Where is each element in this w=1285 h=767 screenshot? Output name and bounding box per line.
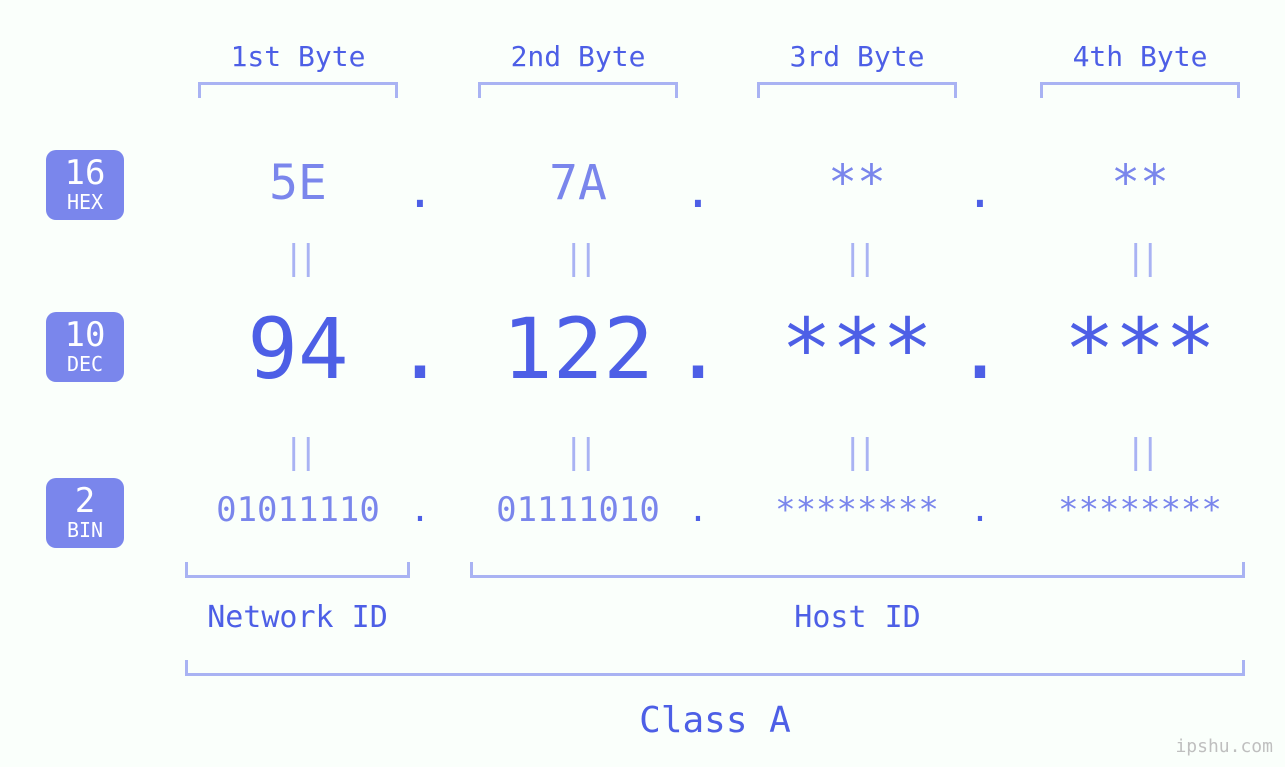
byte-label-3: 3rd Byte <box>757 40 957 73</box>
bin-dot-1: . <box>405 490 435 530</box>
base-badge-bin-label: BIN <box>46 520 124 540</box>
base-badge-hex: 16HEX <box>46 150 124 220</box>
dec-dot-1: . <box>390 300 450 398</box>
hex-value-1: 5E <box>198 155 398 211</box>
class-label: Class A <box>185 700 1245 741</box>
host-id-bracket <box>470 562 1245 578</box>
byte-bracket-top-1 <box>198 82 398 98</box>
hex-dot-3: . <box>960 163 1000 219</box>
eq-dec-bin-1: || <box>268 432 328 472</box>
hex-value-2: 7A <box>478 155 678 211</box>
hex-dot-2: . <box>678 163 718 219</box>
dec-value-3: *** <box>727 300 987 398</box>
host-id-label: Host ID <box>470 600 1245 635</box>
bin-dot-3: . <box>965 490 995 530</box>
bin-value-4: ******** <box>1020 490 1260 530</box>
eq-hex-dec-2: || <box>548 238 608 278</box>
base-badge-dec-num: 10 <box>46 318 124 352</box>
base-badge-dec: 10DEC <box>46 312 124 382</box>
network-id-label: Network ID <box>185 600 410 635</box>
eq-dec-bin-2: || <box>548 432 608 472</box>
bin-dot-2: . <box>683 490 713 530</box>
eq-hex-dec-1: || <box>268 238 328 278</box>
base-badge-dec-label: DEC <box>46 354 124 374</box>
eq-hex-dec-4: || <box>1110 238 1170 278</box>
hex-value-4: ** <box>1040 155 1240 211</box>
eq-hex-dec-3: || <box>827 238 887 278</box>
byte-bracket-top-2 <box>478 82 678 98</box>
byte-bracket-top-4 <box>1040 82 1240 98</box>
hex-value-3: ** <box>757 155 957 211</box>
byte-bracket-top-3 <box>757 82 957 98</box>
dec-value-1: 94 <box>168 300 428 398</box>
byte-label-2: 2nd Byte <box>478 40 678 73</box>
base-badge-bin-num: 2 <box>46 484 124 518</box>
bin-value-3: ******** <box>737 490 977 530</box>
byte-label-4: 4th Byte <box>1040 40 1240 73</box>
dec-value-4: *** <box>1010 300 1270 398</box>
watermark: ipshu.com <box>1175 736 1273 757</box>
eq-dec-bin-3: || <box>827 432 887 472</box>
bin-value-1: 01011110 <box>178 490 418 530</box>
dec-dot-2: . <box>668 300 728 398</box>
dec-dot-3: . <box>950 300 1010 398</box>
byte-label-1: 1st Byte <box>198 40 398 73</box>
base-badge-bin: 2BIN <box>46 478 124 548</box>
network-id-bracket <box>185 562 410 578</box>
hex-dot-1: . <box>400 163 440 219</box>
eq-dec-bin-4: || <box>1110 432 1170 472</box>
base-badge-hex-label: HEX <box>46 192 124 212</box>
class-bracket <box>185 660 1245 676</box>
base-badge-hex-num: 16 <box>46 156 124 190</box>
bin-value-2: 01111010 <box>458 490 698 530</box>
